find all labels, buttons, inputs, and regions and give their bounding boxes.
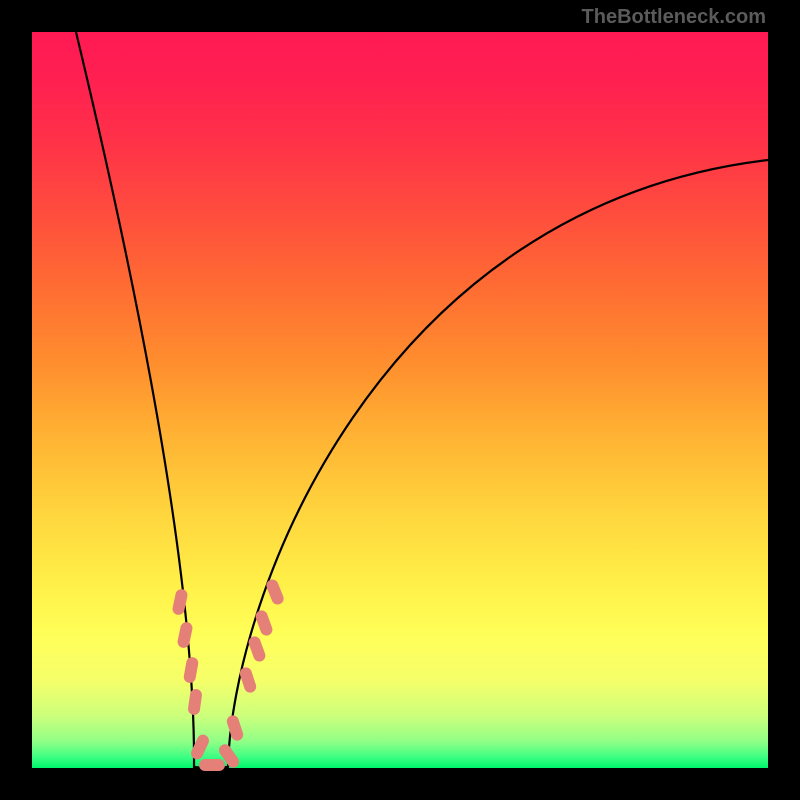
plot-area [32,32,768,768]
gradient-background [32,32,768,768]
plot-svg [32,32,768,768]
curve-marker [199,759,225,771]
chart-container: TheBottleneck.com [0,0,800,800]
watermark-text: TheBottleneck.com [582,6,766,29]
